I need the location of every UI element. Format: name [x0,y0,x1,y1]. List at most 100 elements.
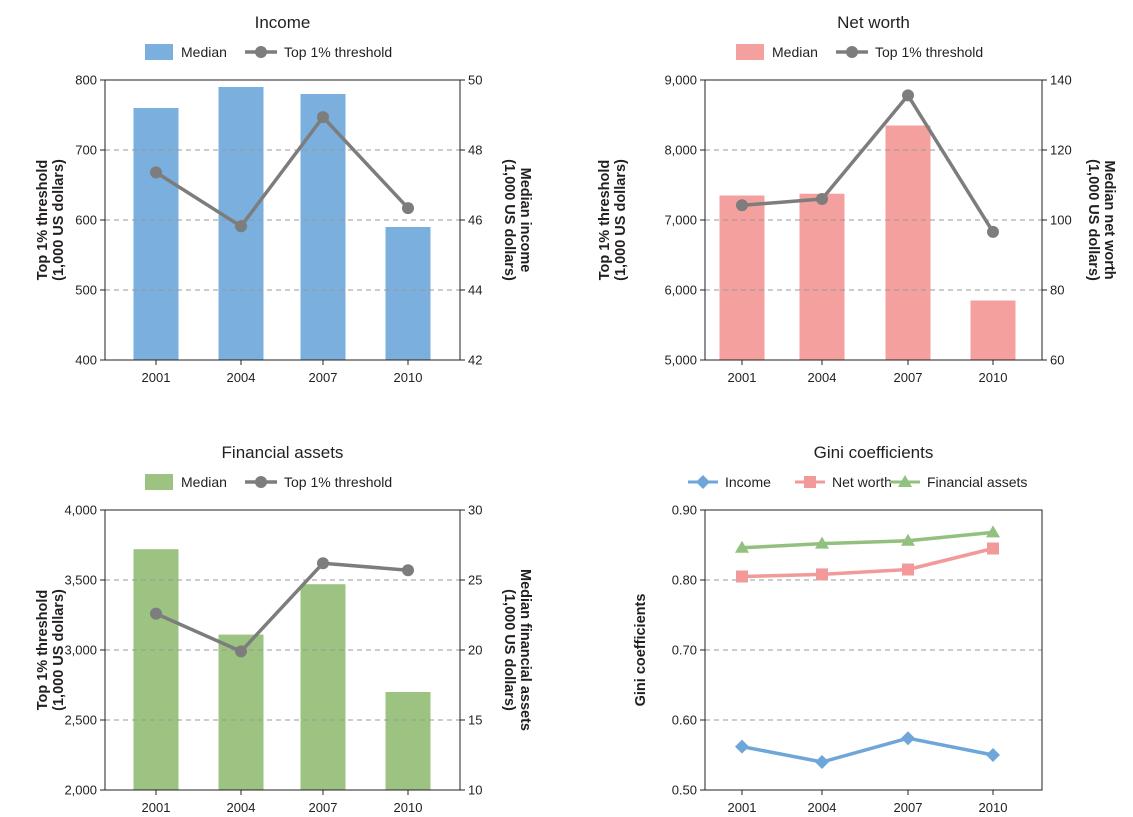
y-right-tick-label: 10 [468,783,482,798]
chart-panel-2: Net worth 5,000 6,000 7,000 8,000 9,000 60 80 10… [597,13,1117,385]
legend: Median Top 1% threshold [145,474,392,490]
legend: Income Net worth Financial assets [688,474,1027,490]
y-tick-label: 5,000 [664,353,697,368]
y-tick-label: 500 [75,283,97,298]
legend-label: Income [725,474,771,490]
legend-label: Financial assets [927,474,1027,490]
chart-panel-1: Income 400 500 600 700 800 42 44 46 48 50 2001 2004 2… [35,13,533,385]
series-line-net-worth [741,546,994,579]
data-point-2007 [901,533,915,546]
y-axis-label-right: Median income(1,000 US dollars) [501,159,533,281]
chart-title: Financial assets [222,443,344,462]
y-axis-label-left: Top 1% threshold(1,000 US dollars) [597,159,629,281]
series-line-financial-assets [741,530,994,550]
y-tick-label: 0.70 [672,643,697,658]
x-tick-label: 2007 [309,370,338,385]
x-tick-label: 2007 [894,800,923,812]
y-right-tick-label: 60 [1050,353,1064,368]
chart-title: Net worth [837,13,910,32]
data-point-2007 [317,111,329,124]
data-point-2001 [735,739,749,754]
y-right-tick-label: 46 [468,213,482,228]
y-axis-label-right-line: Median financial assets [517,569,533,731]
data-point-2010 [987,542,999,555]
data-point-2004 [235,645,247,658]
y-tick-label: 3,000 [64,643,97,658]
y-right-tick-label: 140 [1050,73,1072,88]
x-tick-label: 2010 [979,370,1008,385]
y-tick-label: 600 [75,213,97,228]
data-point-2001 [150,607,162,620]
data-point-2007 [901,731,915,746]
y-axis-label-left-line: Top 1% threshold [597,160,613,281]
y-axis-label-left: Top 1% threshold(1,000 US dollars) [35,159,67,281]
y-right-tick-label: 50 [468,73,482,88]
y-axis-label-left: Gini coefficients [633,594,649,707]
y-axis-label-left-line: Top 1% threshold [35,590,51,711]
legend-marker-diamond [696,475,710,489]
data-point-2001 [735,540,749,553]
legend-marker-threshold [255,476,267,488]
y-tick-label: 400 [75,353,97,368]
legend-label: Top 1% threshold [284,44,392,60]
data-point-2007 [902,89,914,102]
x-tick-label: 2004 [808,800,837,812]
x-tick-label: 2001 [142,800,171,812]
y-axis-label-left-line: Gini coefficients [633,594,649,707]
data-point-2001 [736,199,748,212]
x-tick-label: 2010 [979,800,1008,812]
y-right-tick-label: 42 [468,353,482,368]
y-tick-label: 3,500 [64,573,97,588]
x-tick-label: 2004 [808,370,837,385]
legend-label: Median [181,474,227,490]
x-tick-label: 2001 [728,370,757,385]
x-tick-label: 2001 [728,800,757,812]
y-axis-label-right-line: (1,000 US dollars) [501,589,517,711]
y-axis-label-left: Top 1% threshold(1,000 US dollars) [35,589,67,711]
y-tick-label: 9,000 [664,73,697,88]
data-point-2001 [150,166,162,179]
data-point-2004 [815,536,829,549]
y-tick-label: 0.50 [672,783,697,798]
y-tick-label: 0.90 [672,503,697,518]
bar-2004 [799,193,845,360]
y-axis-label-right-line: (1,000 US dollars) [501,159,517,281]
y-tick-label: 4,000 [64,503,97,518]
series-line-top-1-threshold [741,93,995,233]
y-axis-label-right-line: (1,000 US dollars) [1085,159,1101,281]
y-axis-label-right-line: Median income [517,168,533,273]
legend-marker-threshold [255,46,267,58]
legend-label: Top 1% threshold [875,44,983,60]
legend-label: Median [181,44,227,60]
x-tick-label: 2004 [227,370,256,385]
bar-2010 [385,227,431,360]
series-line-top-1-threshold [155,561,409,654]
y-tick-label: 700 [75,143,97,158]
y-right-tick-label: 80 [1050,283,1064,298]
chart-title: Income [255,13,311,32]
y-axis-label-right-line: Median net worth [1101,160,1117,279]
bar-2004 [218,634,264,790]
legend-swatch-median [145,474,173,490]
series-line-top-1-threshold [155,115,410,229]
data-point-2001 [736,570,748,583]
legend: Median Top 1% threshold [736,44,983,60]
x-tick-label: 2010 [394,800,423,812]
legend-swatch-median [145,44,173,60]
y-axis-label-left-line: (1,000 US dollars) [51,589,67,711]
data-point-2004 [816,568,828,581]
legend-marker-square [804,476,816,488]
bar-2010 [970,300,1016,360]
y-axis-label-left-line: (1,000 US dollars) [51,159,67,281]
y-right-tick-label: 48 [468,143,482,158]
y-right-tick-label: 20 [468,643,482,658]
data-point-2007 [317,557,329,570]
bar-2001 [133,108,179,360]
bar-2010 [385,692,431,790]
y-tick-label: 0.80 [672,573,697,588]
legend-marker-threshold [846,46,858,58]
y-axis-label-right: Median net worth(1,000 US dollars) [1085,159,1117,281]
y-axis-label-right: Median financial assets(1,000 US dollars… [501,569,533,731]
chart-title: Gini coefficients [814,443,934,462]
data-point-2004 [816,193,828,205]
